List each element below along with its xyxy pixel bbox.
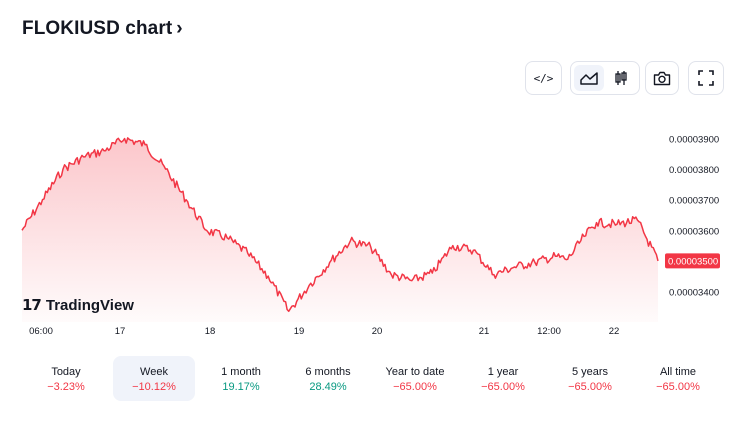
range-tab-today[interactable]: Today −3.23% — [25, 356, 107, 401]
y-tick-label: 0.00003600 — [669, 226, 719, 237]
area-chart-button[interactable] — [574, 65, 604, 91]
y-tick-label: 0.00003700 — [669, 196, 719, 207]
x-tick-label: 21 — [479, 326, 490, 337]
last-price-badge — [665, 253, 720, 269]
range-change: −65.00% — [656, 381, 700, 393]
range-label: 6 months — [305, 366, 351, 378]
snapshot-button[interactable] — [648, 65, 676, 91]
x-tick-label: 18 — [205, 326, 216, 337]
x-tick-label: 22 — [609, 326, 620, 337]
toolbar-embed-group: </> — [525, 61, 562, 95]
range-tab-1-year[interactable]: 1 year −65.00% — [462, 356, 544, 401]
tradingview-logo[interactable]: 17 TradingView — [22, 296, 134, 314]
x-tick-label: 17 — [115, 326, 126, 337]
range-change: 28.49% — [309, 381, 347, 393]
range-label: Today — [51, 366, 81, 378]
chart-style-toggle — [570, 61, 640, 95]
code-icon: </> — [533, 71, 554, 85]
camera-icon — [653, 71, 671, 85]
price-chart[interactable]: 0.00003900 0.00003800 0.00003700 0.00003600… — [0, 100, 750, 345]
range-label: 5 years — [571, 366, 609, 378]
range-tab-week[interactable]: Week −10.12% — [113, 356, 195, 401]
tradingview-logo-text: TradingView — [45, 296, 134, 314]
candlestick-chart-button[interactable] — [607, 65, 637, 91]
area-chart-icon — [580, 72, 598, 85]
tradingview-logo-icon: 17 — [22, 296, 42, 314]
range-change: −65.00% — [481, 381, 525, 393]
price-line — [21, 137, 659, 313]
range-label: 1 month — [221, 366, 261, 378]
time-range-selector: Today −3.23% Week −10.12% 1 month 19.17% 6 mon… — [25, 356, 725, 401]
price-area-fill — [22, 137, 658, 322]
range-label: All time — [659, 366, 697, 378]
fullscreen-button[interactable] — [692, 65, 720, 91]
x-tick-label: 06:00 — [29, 326, 53, 337]
chart-title: FLOKIUSD chart — [22, 18, 173, 39]
range-label: Week — [140, 366, 168, 378]
y-tick-label: 0.00003900 — [669, 135, 719, 146]
x-tick-label: 12:00 — [537, 326, 561, 337]
embed-code-button[interactable]: </> — [529, 65, 559, 91]
range-tab-year-to-date[interactable]: Year to date −65.00% — [374, 356, 456, 401]
toolbar-snapshot-group — [645, 61, 679, 95]
range-label: Year to date — [385, 366, 445, 378]
fullscreen-icon — [698, 70, 714, 86]
candlestick-icon — [615, 71, 627, 85]
range-change: −3.23% — [47, 381, 85, 393]
chart-title-link[interactable]: FLOKIUSD chart › — [22, 18, 183, 40]
x-tick-label: 20 — [372, 326, 383, 337]
range-change: −10.12% — [132, 381, 176, 393]
y-tick-label: 0.00003800 — [669, 165, 719, 176]
x-tick-label: 19 — [294, 326, 305, 337]
range-label: 1 year — [487, 366, 519, 378]
range-change: −65.00% — [568, 381, 612, 393]
range-tab-6-months[interactable]: 6 months 28.49% — [287, 356, 369, 401]
range-tab-all-time[interactable]: All time −65.00% — [637, 356, 719, 401]
range-tab-1-month[interactable]: 1 month 19.17% — [200, 356, 282, 401]
last-price-label: 0.00003500 — [668, 256, 718, 267]
chevron-right-icon: › — [176, 18, 183, 39]
toolbar-fullscreen-group — [688, 61, 724, 95]
range-tab-5-years[interactable]: 5 years −65.00% — [549, 356, 631, 401]
range-change: −65.00% — [393, 381, 437, 393]
range-change: 19.17% — [222, 381, 260, 393]
y-tick-label: 0.00003400 — [669, 287, 719, 298]
